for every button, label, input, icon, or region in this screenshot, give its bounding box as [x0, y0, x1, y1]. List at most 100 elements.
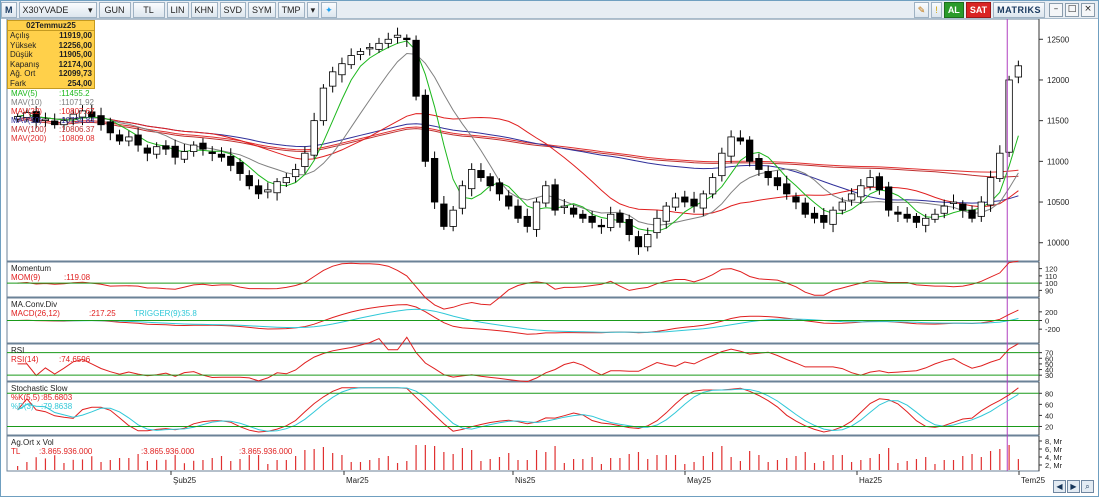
candle: [199, 138, 207, 156]
candle: [152, 142, 161, 159]
ohlc-label: Düşük: [10, 50, 33, 59]
minimize-icon[interactable]: –: [1049, 2, 1063, 17]
candle: [894, 206, 902, 222]
candle-body: [542, 185, 550, 204]
candle-body: [115, 134, 124, 142]
ohlc-value: 11919,00: [59, 31, 92, 40]
panel-price: [6, 19, 1040, 262]
candle-body: [773, 177, 782, 187]
candle: [607, 206, 615, 232]
candle: [51, 113, 59, 129]
candle-body: [764, 171, 772, 179]
scale-button[interactable]: LIN: [166, 1, 189, 18]
candle: [588, 210, 596, 229]
price-tick-label: 12500: [1047, 35, 1070, 44]
candle-body: [254, 185, 263, 195]
candle-body: [125, 136, 133, 142]
candle: [810, 206, 819, 224]
sym-button[interactable]: SYM: [248, 1, 276, 18]
ohlc-row: Yüksek 12256,00: [8, 41, 94, 51]
tmp-button[interactable]: TMP: [277, 1, 305, 18]
candle-body: [959, 203, 967, 211]
candle-body: [403, 37, 411, 41]
momentum-value: :119.08: [64, 273, 91, 282]
currency-button[interactable]: TL: [132, 1, 165, 18]
volume-tick-label: 4, Mr: [1045, 453, 1063, 462]
candle: [356, 48, 365, 61]
chart-area[interactable]: 12500 12000 11500 11000 10500 10000 MAV(5):114…: [1, 19, 1098, 497]
line-ma100: [17, 118, 1019, 178]
x-tick-label: Haz25: [859, 476, 883, 485]
momentum-title: Momentum: [11, 264, 51, 273]
maximize-icon[interactable]: □: [1065, 2, 1079, 17]
svd-button[interactable]: SVD: [219, 1, 247, 18]
candle-body: [616, 212, 624, 223]
candle: [291, 163, 300, 183]
candle: [996, 145, 1004, 183]
volume-tick-label: 2, Mr: [1045, 461, 1063, 470]
candle: [968, 205, 976, 223]
scroll-left-icon[interactable]: ◀: [1053, 480, 1066, 493]
candle-body: [440, 203, 448, 227]
edit-icon[interactable]: ✎: [913, 1, 930, 18]
zoom-icon[interactable]: ⌕: [1081, 480, 1094, 493]
candle-body: [857, 185, 865, 198]
matriks-logo[interactable]: M: [1, 1, 17, 18]
candle: [208, 146, 216, 162]
symbol-select[interactable]: X30YVADE ▾: [18, 1, 97, 18]
dropdown-icon[interactable]: ▾: [306, 1, 320, 18]
indicator-tick-label: 40: [1045, 366, 1053, 375]
candle-body: [495, 182, 504, 195]
ohlc-date: 02Temmuz25: [8, 21, 94, 31]
candle: [829, 206, 837, 233]
candle: [625, 214, 633, 242]
twitter-icon[interactable]: ✦: [321, 1, 337, 18]
ma-legend-label: MAV(50): [11, 116, 42, 125]
candle-body: [356, 51, 365, 55]
candle: [180, 143, 189, 163]
candle-body: [430, 158, 439, 203]
candle-body: [532, 201, 541, 230]
macd-trigger-value: :35.8: [179, 309, 197, 318]
ohlc-row: Düşük 11905,00: [8, 50, 94, 60]
indicator-tick-label: 200: [1045, 308, 1058, 317]
x-tick-label: Şub25: [173, 476, 197, 485]
candle-body: [810, 212, 819, 219]
candle-body: [866, 177, 874, 188]
candle-body: [134, 134, 142, 146]
candle: [783, 175, 791, 200]
alert-icon[interactable]: !: [931, 1, 942, 18]
candle: [403, 34, 411, 47]
candle: [699, 190, 707, 217]
candle-body: [162, 145, 170, 150]
candle-body: [486, 176, 494, 187]
x-tick-label: Mar25: [346, 476, 369, 485]
indicator-tick-label: 60: [1045, 400, 1053, 409]
sell-button[interactable]: SAT: [965, 1, 992, 18]
macd-label: MACD(26,12): [11, 309, 60, 318]
candle-body: [940, 205, 948, 214]
candle: [78, 105, 87, 126]
ohlc-value: 12256,00: [58, 40, 92, 50]
price-tick-label: 10500: [1047, 198, 1070, 207]
candle-body: [783, 183, 791, 195]
close-icon[interactable]: ×: [1081, 2, 1095, 17]
macd-title: MA.Conv.Div: [11, 300, 57, 309]
candle: [1005, 75, 1013, 158]
indicator-tick-label: 70: [1045, 349, 1053, 358]
candle-body: [412, 39, 420, 97]
period-button[interactable]: GUN: [98, 1, 131, 18]
candle: [1014, 60, 1023, 84]
buy-button[interactable]: AL: [943, 1, 964, 18]
candle: [514, 199, 522, 224]
scroll-right-icon[interactable]: ▶: [1067, 480, 1080, 493]
indicator-tick-label: -200: [1045, 325, 1060, 334]
khn-button[interactable]: KHN: [190, 1, 218, 18]
candle-body: [319, 87, 328, 122]
candle-body: [347, 55, 355, 66]
price-tick-label: 10000: [1047, 239, 1070, 248]
candle: [569, 204, 578, 218]
candle: [551, 178, 559, 216]
brand-label: MATRIKS: [993, 1, 1045, 18]
volume-tick-label: 8, Mr: [1045, 437, 1063, 446]
